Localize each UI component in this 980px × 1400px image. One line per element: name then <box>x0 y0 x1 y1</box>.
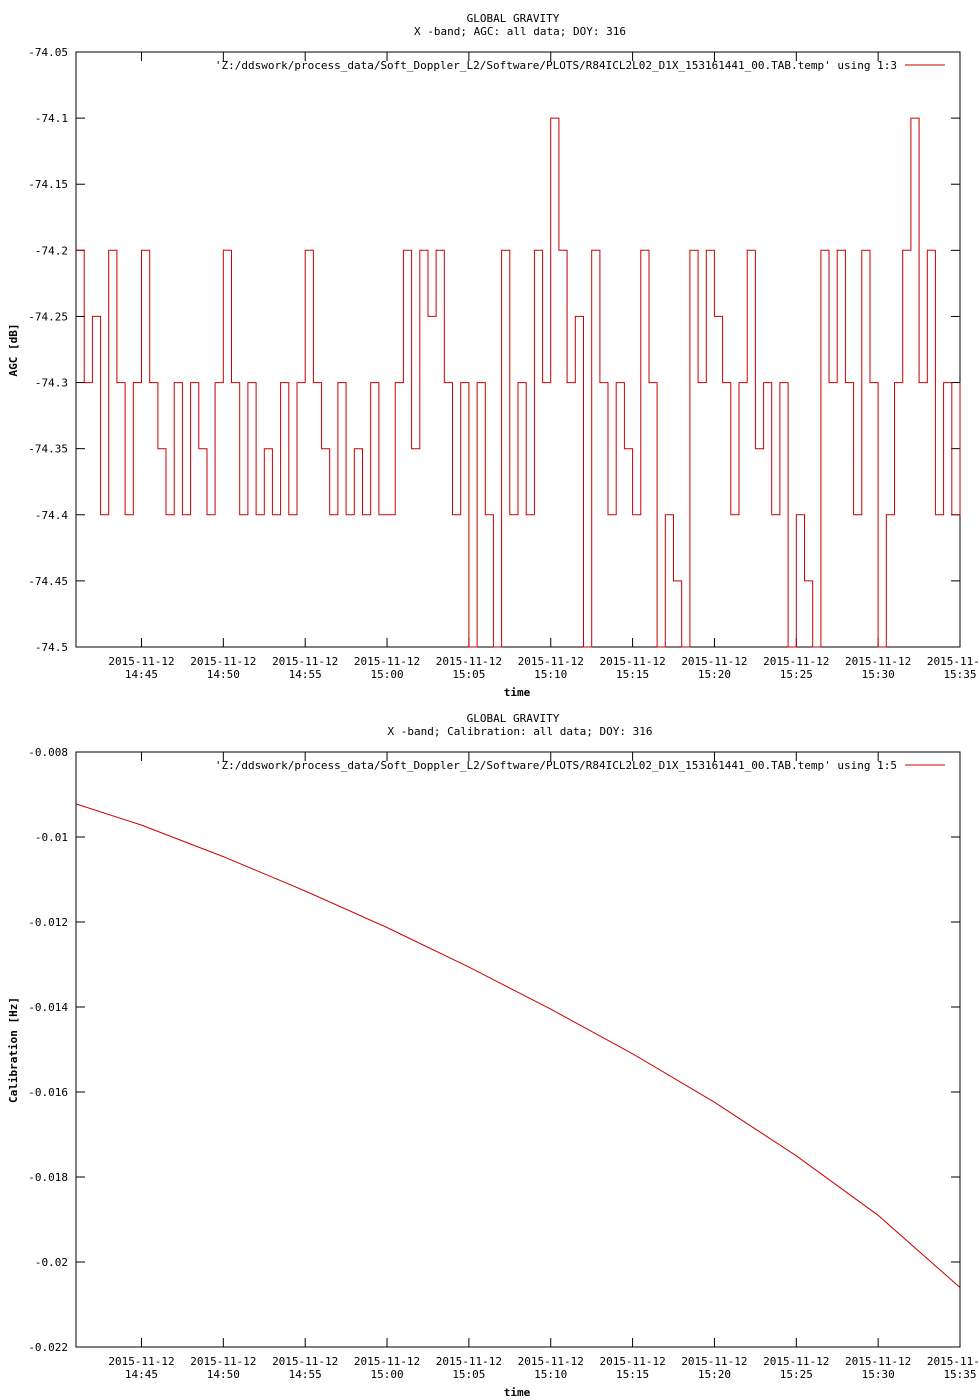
x-tick-date: 2015-11-12 <box>272 1355 338 1368</box>
x-ticks: 2015-11-1214:452015-11-1214:502015-11-12… <box>108 752 980 1381</box>
chart-title: GLOBAL GRAVITY <box>467 12 560 25</box>
x-tick-time: 14:55 <box>289 668 322 681</box>
y-tick-label: -0.008 <box>28 746 68 759</box>
x-axis-label: time <box>504 686 531 699</box>
chart-subtitle: X -band; AGC: all data; DOY: 316 <box>414 25 626 38</box>
x-tick-date: 2015-11-12 <box>354 655 420 668</box>
agc-chart: GLOBAL GRAVITY X -band; AGC: all data; D… <box>7 12 980 699</box>
y-tick-label: -74.45 <box>28 575 68 588</box>
x-tick-date: 2015-11-12 <box>436 1355 502 1368</box>
y-axis-label: AGC [dB] <box>7 324 20 377</box>
legend-label: 'Z:/ddswork/process_data/Soft_Doppler_L2… <box>215 59 897 72</box>
calibration-chart: GLOBAL GRAVITY X -band; Calibration: all… <box>7 712 980 1399</box>
y-tick-label: -74.3 <box>35 377 68 390</box>
x-tick-time: 15:10 <box>534 1368 567 1381</box>
x-tick-time: 15:35 <box>943 668 976 681</box>
x-tick-time: 15:20 <box>698 1368 731 1381</box>
x-tick-time: 14:45 <box>125 1368 158 1381</box>
x-axis-label: time <box>504 1386 531 1399</box>
plot-frame <box>75 51 961 648</box>
x-tick-time: 15:25 <box>780 668 813 681</box>
y-tick-label: -0.022 <box>28 1341 68 1354</box>
x-tick-time: 15:30 <box>862 1368 895 1381</box>
x-tick-date: 2015-11-12 <box>927 655 980 668</box>
series-line <box>75 803 961 1288</box>
x-tick-date: 2015-11-12 <box>108 1355 174 1368</box>
x-tick-date: 2015-11-12 <box>436 655 502 668</box>
y-tick-label: -0.018 <box>28 1171 68 1184</box>
y-tick-label: -74.25 <box>28 310 68 323</box>
y-tick-label: -0.014 <box>28 1001 68 1014</box>
x-tick-date: 2015-11-12 <box>845 1355 911 1368</box>
x-tick-date: 2015-11-12 <box>599 1355 665 1368</box>
y-tick-label: -74.4 <box>35 509 68 522</box>
x-tick-date: 2015-11-12 <box>845 655 911 668</box>
y-tick-label: -0.02 <box>35 1256 68 1269</box>
x-tick-date: 2015-11-12 <box>681 1355 747 1368</box>
x-tick-date: 2015-11-12 <box>599 655 665 668</box>
x-tick-time: 15:10 <box>534 668 567 681</box>
plot-frame <box>75 751 961 1348</box>
x-tick-date: 2015-11-12 <box>763 655 829 668</box>
x-tick-date: 2015-11-12 <box>272 655 338 668</box>
y-tick-label: -74.1 <box>35 112 68 125</box>
chart-title: GLOBAL GRAVITY <box>467 712 560 725</box>
x-tick-time: 15:05 <box>452 1368 485 1381</box>
x-tick-date: 2015-11-12 <box>763 1355 829 1368</box>
x-tick-time: 15:00 <box>370 1368 403 1381</box>
x-tick-time: 15:00 <box>370 668 403 681</box>
x-tick-date: 2015-11-12 <box>190 1355 256 1368</box>
y-tick-label: -74.2 <box>35 244 68 257</box>
x-tick-date: 2015-11-12 <box>927 1355 980 1368</box>
x-tick-date: 2015-11-12 <box>518 655 584 668</box>
y-tick-label: -74.35 <box>28 443 68 456</box>
x-tick-time: 14:50 <box>207 1368 240 1381</box>
y-tick-label: -74.15 <box>28 178 68 191</box>
x-tick-time: 15:15 <box>616 1368 649 1381</box>
y-ticks: -0.008 -0.01 -0.012 -0.014 -0.016 -0.018 -0.02… <box>28 746 960 1354</box>
y-tick-label: -0.016 <box>28 1086 68 1099</box>
x-tick-time: 14:50 <box>207 668 240 681</box>
x-tick-time: 15:35 <box>943 1368 976 1381</box>
x-tick-time: 15:20 <box>698 668 731 681</box>
y-tick-label: -74.05 <box>28 46 68 59</box>
x-tick-time: 14:55 <box>289 1368 322 1381</box>
x-tick-time: 15:15 <box>616 668 649 681</box>
y-tick-label: -74.5 <box>35 641 68 654</box>
x-ticks: 2015-11-1214:452015-11-1214:502015-11-12… <box>108 52 980 681</box>
y-axis-label: Calibration [Hz] <box>7 997 20 1103</box>
x-tick-date: 2015-11-12 <box>190 655 256 668</box>
x-tick-date: 2015-11-12 <box>681 655 747 668</box>
y-ticks: -74.05 -74.1 -74.15 -74.2 -74.25 -74.3 -74.35 -… <box>28 46 960 654</box>
chart-subtitle: X -band; Calibration: all data; DOY: 316 <box>388 725 653 738</box>
series-line <box>76 117 961 648</box>
x-tick-time: 15:05 <box>452 668 485 681</box>
y-tick-label: -0.012 <box>28 916 68 929</box>
legend-label: 'Z:/ddswork/process_data/Soft_Doppler_L2… <box>215 759 897 772</box>
x-tick-date: 2015-11-12 <box>518 1355 584 1368</box>
y-tick-label: -0.01 <box>35 831 68 844</box>
x-tick-date: 2015-11-12 <box>354 1355 420 1368</box>
x-tick-time: 15:30 <box>862 668 895 681</box>
x-tick-date: 2015-11-12 <box>108 655 174 668</box>
x-tick-time: 15:25 <box>780 1368 813 1381</box>
x-tick-time: 14:45 <box>125 668 158 681</box>
